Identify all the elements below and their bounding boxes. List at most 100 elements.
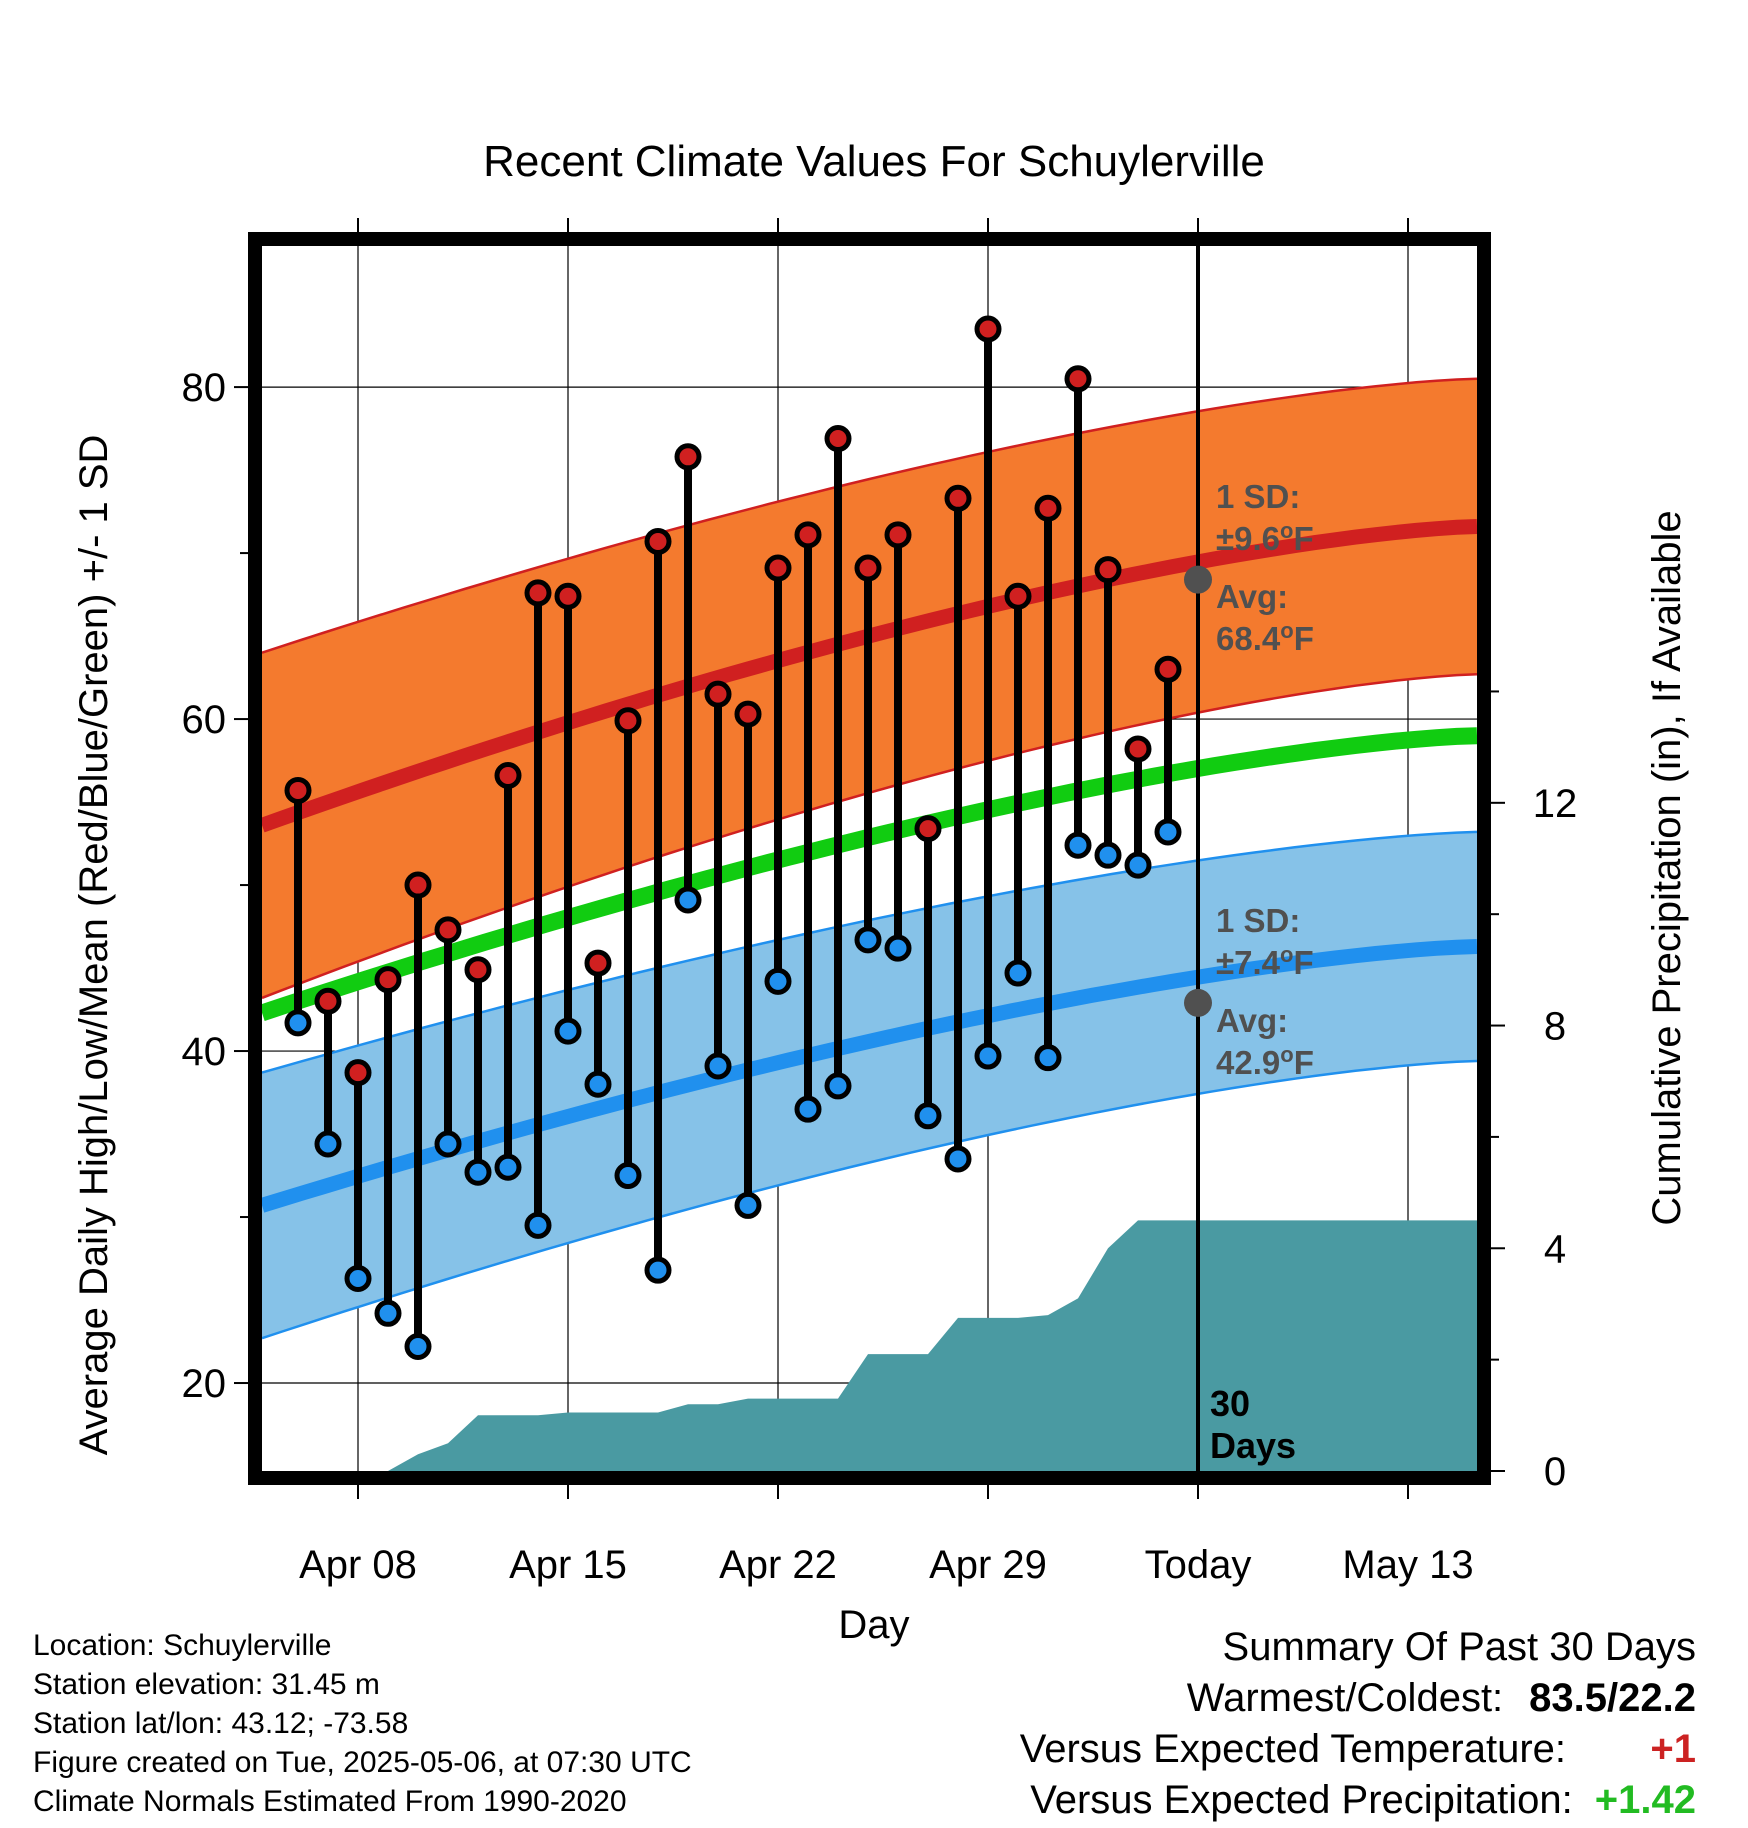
low-point bbox=[284, 1009, 312, 1037]
high-point bbox=[344, 1059, 372, 1087]
high-point bbox=[284, 776, 312, 804]
high-point bbox=[884, 521, 912, 549]
high-point bbox=[554, 582, 582, 610]
low-point bbox=[884, 934, 912, 962]
y2-tick-label: 4 bbox=[1544, 1227, 1566, 1271]
high-point bbox=[824, 425, 852, 453]
high-point bbox=[434, 916, 462, 944]
high-point bbox=[1154, 655, 1182, 683]
high-point bbox=[524, 579, 552, 607]
y-tick-label: 20 bbox=[182, 1362, 227, 1406]
low-point bbox=[1124, 851, 1152, 879]
low-point bbox=[314, 1130, 342, 1158]
high-point bbox=[974, 315, 1002, 343]
summary-panel: Summary Of Past 30 Days Warmest/Coldest:… bbox=[1020, 1622, 1696, 1826]
high-avg-label: Avg: bbox=[1216, 578, 1288, 615]
low-avg-value: 42.9oF bbox=[1216, 1042, 1314, 1081]
high-avg-value: 68.4oF bbox=[1216, 618, 1314, 657]
low-point bbox=[1154, 818, 1182, 846]
x-tick-label: Today bbox=[1145, 1543, 1252, 1587]
low-point bbox=[734, 1191, 762, 1219]
low-point bbox=[584, 1070, 612, 1098]
precip-value: +1.42 bbox=[1594, 1778, 1696, 1822]
today-high-avg-marker bbox=[1184, 565, 1212, 594]
y2-axis-label: Cumulative Precipitation (in), If Availa… bbox=[1645, 510, 1689, 1225]
warm-cold-label: Warmest/Coldest: bbox=[1186, 1676, 1504, 1720]
high-point bbox=[1094, 556, 1122, 584]
low-point bbox=[1034, 1044, 1062, 1072]
high-point bbox=[1004, 582, 1032, 610]
low-avg-label: Avg: bbox=[1216, 1002, 1288, 1039]
latlon-text: Station lat/lon: 43.12; -73.58 bbox=[33, 1707, 409, 1740]
high-point bbox=[374, 966, 402, 994]
high-point bbox=[914, 815, 942, 843]
y-tick-label: 80 bbox=[182, 366, 227, 410]
precip-row: Versus Expected Precipitation: +1.42 bbox=[1020, 1775, 1696, 1826]
x-tick-label: Apr 08 bbox=[299, 1543, 417, 1587]
low-point bbox=[974, 1042, 1002, 1070]
high-point bbox=[1124, 735, 1152, 763]
location-text: Location: Schuylerville bbox=[33, 1629, 332, 1662]
low-point bbox=[704, 1052, 732, 1080]
low-point bbox=[914, 1102, 942, 1130]
high-point bbox=[794, 521, 822, 549]
low-point bbox=[854, 926, 882, 954]
low-point bbox=[824, 1072, 852, 1100]
y2-tick-label: 8 bbox=[1544, 1005, 1566, 1049]
low-point bbox=[434, 1130, 462, 1158]
normals-text: Climate Normals Estimated From 1990-2020 bbox=[33, 1785, 627, 1818]
station-info: Location: Schuylerville Station elevatio… bbox=[33, 1626, 692, 1821]
high-sd-label: 1 SD: bbox=[1216, 478, 1300, 515]
days-label-text: Days bbox=[1210, 1425, 1296, 1466]
high-point bbox=[704, 680, 732, 708]
y-axis-label: Average Daily High/Low/Mean (Red/Blue/Gr… bbox=[72, 435, 116, 1456]
temp-label: Versus Expected Temperature: bbox=[1019, 1727, 1566, 1771]
high-band-upper bbox=[262, 377, 1477, 654]
high-point bbox=[614, 707, 642, 735]
high-point bbox=[464, 956, 492, 984]
high-sd-value: ±9.6oF bbox=[1216, 518, 1314, 557]
low-point bbox=[344, 1264, 372, 1292]
low-point bbox=[524, 1211, 552, 1239]
low-point bbox=[644, 1256, 672, 1284]
temp-value: +1 bbox=[1650, 1727, 1696, 1771]
created-text: Figure created on Tue, 2025-05-06, at 07… bbox=[33, 1746, 692, 1779]
y-tick-label: 60 bbox=[182, 698, 227, 742]
temp-row: Versus Expected Temperature: +1 bbox=[1020, 1724, 1696, 1775]
y2-tick-label: 12 bbox=[1533, 782, 1578, 826]
high-point bbox=[1064, 365, 1092, 393]
precip-label: Versus Expected Precipitation: bbox=[1030, 1778, 1573, 1822]
days-label-number: 30 bbox=[1210, 1383, 1250, 1424]
low-band-lower bbox=[262, 1059, 1477, 1340]
precip-area bbox=[268, 1220, 1477, 1471]
low-point bbox=[764, 967, 792, 995]
low-point bbox=[374, 1299, 402, 1327]
low-point bbox=[554, 1017, 582, 1045]
high-point bbox=[854, 554, 882, 582]
low-point bbox=[1064, 831, 1092, 859]
elevation-text: Station elevation: 31.45 m bbox=[33, 1668, 380, 1701]
high-point bbox=[944, 484, 972, 512]
low-sd-label: 1 SD: bbox=[1216, 902, 1300, 939]
x-axis-label: Day bbox=[838, 1603, 909, 1647]
low-point bbox=[944, 1145, 972, 1173]
y-tick-label: 40 bbox=[182, 1030, 227, 1074]
x-tick-label: Apr 22 bbox=[719, 1543, 837, 1587]
low-band bbox=[262, 831, 1477, 1339]
x-tick-label: Apr 15 bbox=[509, 1543, 627, 1587]
high-point bbox=[314, 987, 342, 1015]
high-point bbox=[734, 700, 762, 728]
today-low-avg-marker bbox=[1184, 988, 1212, 1017]
low-sd-value: ±7.4oF bbox=[1216, 942, 1314, 981]
high-point bbox=[494, 762, 522, 790]
y2-tick-label: 0 bbox=[1544, 1450, 1566, 1494]
low-point bbox=[674, 886, 702, 914]
summary-heading: Summary Of Past 30 Days bbox=[1222, 1625, 1696, 1669]
high-point bbox=[1034, 494, 1062, 522]
high-point bbox=[764, 554, 792, 582]
low-point bbox=[614, 1162, 642, 1190]
high-point bbox=[644, 527, 672, 555]
low-point bbox=[404, 1333, 432, 1361]
